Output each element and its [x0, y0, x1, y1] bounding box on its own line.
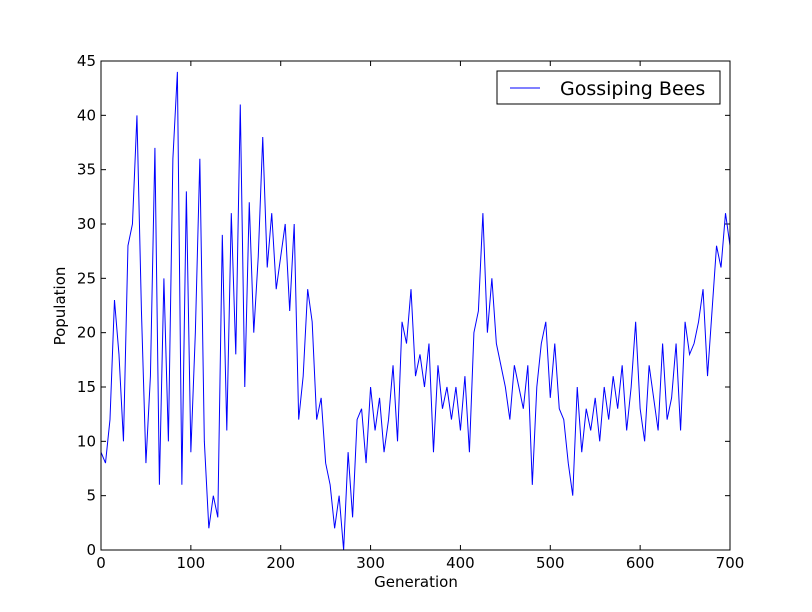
x-tick-label: 500 — [536, 554, 565, 572]
x-axis-label: Generation — [374, 573, 458, 591]
y-tick-label: 35 — [77, 161, 96, 179]
x-tick-label: 200 — [266, 554, 295, 572]
y-tick-label: 40 — [77, 106, 96, 124]
x-tick-label: 0 — [96, 554, 106, 572]
y-tick-label: 5 — [86, 487, 96, 505]
y-tick-label: 10 — [77, 432, 96, 450]
x-tick-label: 400 — [446, 554, 475, 572]
data-line — [100, 71, 731, 551]
y-axis-label: Population — [51, 267, 69, 346]
x-tick-label: 100 — [177, 554, 206, 572]
x-tick-label: 700 — [716, 554, 745, 572]
y-tick-label: 45 — [77, 52, 96, 70]
x-tick-label: 600 — [626, 554, 655, 572]
y-tick-label: 15 — [77, 378, 96, 396]
plot-frame — [100, 60, 731, 551]
y-tick-label: 30 — [77, 215, 96, 233]
x-tick-label: 300 — [356, 554, 385, 572]
y-tick-label: 25 — [77, 269, 96, 287]
y-tick-label: 20 — [77, 324, 96, 342]
legend-label: Gossiping Bees — [560, 78, 705, 100]
y-tick-label: 0 — [86, 541, 96, 559]
